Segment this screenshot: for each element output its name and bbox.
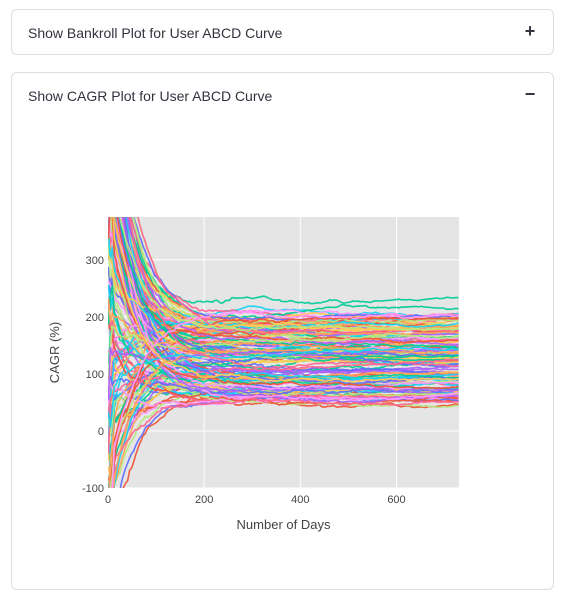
bankroll-expander-title: Show Bankroll Plot for User ABCD Curve	[28, 25, 283, 41]
bankroll-plot-expander[interactable]: Show Bankroll Plot for User ABCD Curve +	[11, 9, 554, 55]
bankroll-expander-header[interactable]: Show Bankroll Plot for User ABCD Curve +	[12, 10, 553, 56]
cagr-plot-expander[interactable]: Show CAGR Plot for User ABCD Curve −	[11, 72, 554, 590]
plus-icon[interactable]: +	[524, 21, 536, 41]
minus-icon[interactable]: −	[524, 84, 536, 104]
cagr-expander-title: Show CAGR Plot for User ABCD Curve	[28, 88, 273, 104]
cagr-expander-header[interactable]: Show CAGR Plot for User ABCD Curve −	[12, 73, 553, 119]
